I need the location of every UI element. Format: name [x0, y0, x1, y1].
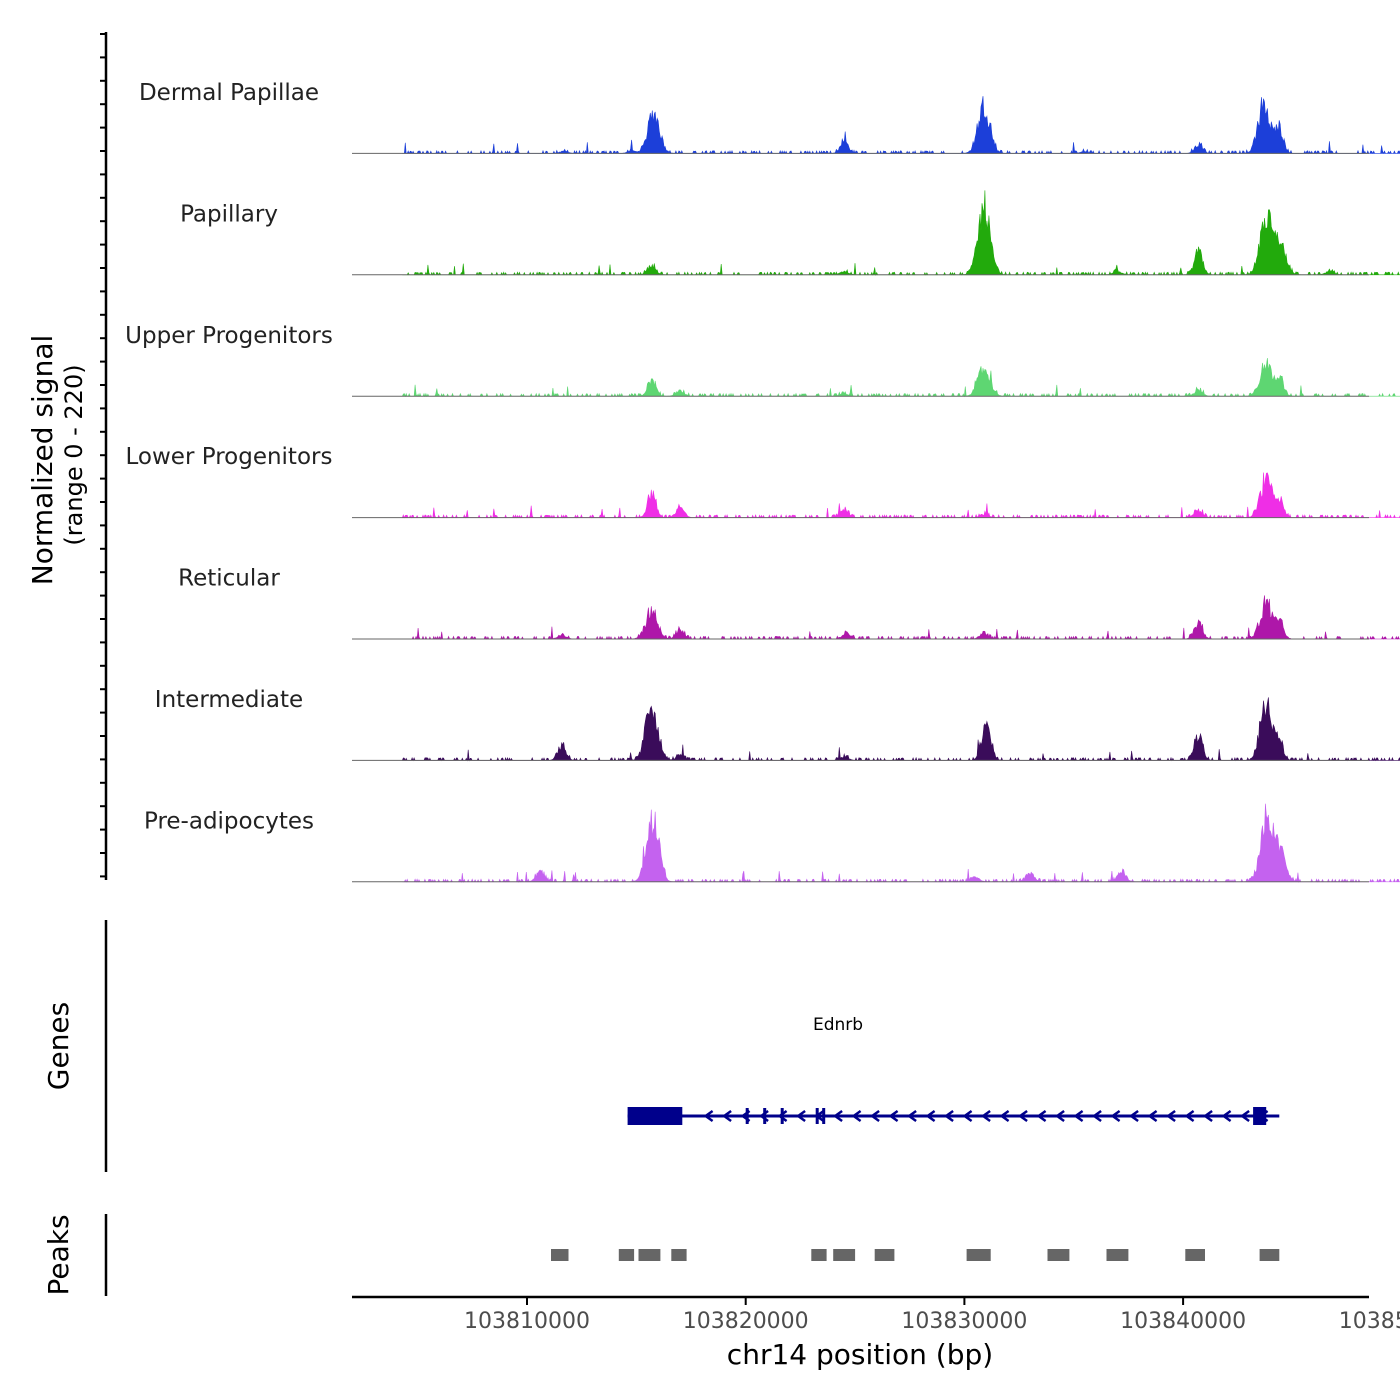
- gene-strand-arrow: [1017, 1109, 1028, 1123]
- track-label: Papillary: [180, 201, 278, 227]
- peak-region: [551, 1249, 569, 1261]
- gene-strand-arrow: [980, 1109, 991, 1123]
- track-label: Dermal Papillae: [139, 80, 319, 106]
- track-label: Reticular: [178, 566, 280, 592]
- x-tick-label: 103840000: [1120, 1309, 1246, 1334]
- gene-exon: [627, 1107, 683, 1125]
- peaks-panel-label: Peaks: [42, 1214, 75, 1295]
- signal-area: [401, 697, 1400, 762]
- gene-exon: [780, 1108, 784, 1124]
- gene-strand-arrow: [1165, 1109, 1176, 1123]
- gene-exon: [822, 1108, 826, 1124]
- gene-strand-arrow: [1073, 1109, 1084, 1123]
- track-dermal-papillae: Dermal Papillae: [139, 80, 1400, 155]
- gene-strand-arrow: [795, 1109, 806, 1123]
- x-tick-label: 103820000: [683, 1309, 809, 1334]
- gene-strand-arrow: [1221, 1109, 1232, 1123]
- gene-strand-arrow: [1091, 1109, 1102, 1123]
- x-tick-label: 103830000: [901, 1309, 1027, 1334]
- track-papillary: Papillary: [180, 190, 1400, 276]
- peak-region: [671, 1249, 687, 1261]
- gene-strand-arrow: [888, 1109, 899, 1123]
- gene-strand-arrow: [869, 1109, 880, 1123]
- gene-strand-arrow: [925, 1109, 936, 1123]
- peak-region: [1106, 1249, 1129, 1261]
- genes-panel-label: Genes: [42, 1002, 75, 1090]
- peak-region: [638, 1249, 661, 1261]
- gene-exon: [745, 1108, 749, 1124]
- track-label: Intermediate: [155, 687, 303, 713]
- x-axis-label: chr14 position (bp): [727, 1338, 993, 1371]
- y-axis-label-line2: (range 0 - 220): [60, 364, 88, 545]
- y-axis-label-line1: Normalized signal: [26, 335, 59, 586]
- signal-tracks: Dermal Papillae Papillary Upper Progenitor…: [125, 80, 1400, 883]
- gene-strand-arrow: [1036, 1109, 1047, 1123]
- gene-strand-arrow: [1147, 1109, 1158, 1123]
- track-pre-adipocytes: Pre-adipocytes: [144, 803, 1400, 883]
- track-intermediate: Intermediate: [155, 687, 1400, 762]
- peak-region: [966, 1249, 991, 1261]
- track-label: Upper Progenitors: [125, 323, 333, 349]
- track-label: Pre-adipocytes: [144, 808, 314, 834]
- gene-strand-arrow: [1184, 1109, 1195, 1123]
- gene-track: Ednrb: [627, 1015, 1280, 1125]
- gene-strand-arrow: [777, 1109, 788, 1123]
- gene-strand-arrow: [703, 1109, 714, 1123]
- gene-strand-arrow: [721, 1109, 732, 1123]
- gene-strand-arrow: [832, 1109, 843, 1123]
- x-tick-label: 103850000: [1339, 1309, 1400, 1334]
- gene-strand-arrow: [1054, 1109, 1065, 1123]
- gene-strand-arrow: [1239, 1109, 1250, 1123]
- peak-region: [811, 1249, 827, 1261]
- peak-region: [1185, 1249, 1205, 1261]
- track-label: Lower Progenitors: [126, 444, 333, 470]
- x-tick-label: 103810000: [464, 1309, 590, 1334]
- gene-label: Ednrb: [813, 1015, 863, 1035]
- gene-strand-arrow: [906, 1109, 917, 1123]
- gene-exon: [763, 1108, 767, 1124]
- gene-strand-arrow: [962, 1109, 973, 1123]
- peak-region: [1047, 1249, 1070, 1261]
- peak-region: [874, 1249, 895, 1261]
- gene-strand-arrow: [1110, 1109, 1121, 1123]
- gene-strand-arrow: [851, 1109, 862, 1123]
- track-upper-progenitors: Upper Progenitors: [125, 323, 1400, 398]
- gene-strand-arrow: [1128, 1109, 1139, 1123]
- gene-exon: [1253, 1107, 1267, 1125]
- gene-strand-arrow: [999, 1109, 1010, 1123]
- x-axis-ticks: 103810000 103820000 103830000 103840000 1038…: [464, 1297, 1400, 1334]
- track-reticular: Reticular: [178, 566, 1400, 641]
- gene-strand-arrow: [943, 1109, 954, 1123]
- gene-strand-arrow: [1202, 1109, 1213, 1123]
- peak-track: [551, 1249, 1280, 1261]
- track-lower-progenitors: Lower Progenitors: [126, 444, 1400, 519]
- signal-axis-ticks: [100, 33, 106, 878]
- peak-region: [618, 1249, 635, 1261]
- peak-region: [1259, 1249, 1280, 1261]
- peak-region: [833, 1249, 856, 1261]
- gene-exon: [815, 1108, 819, 1124]
